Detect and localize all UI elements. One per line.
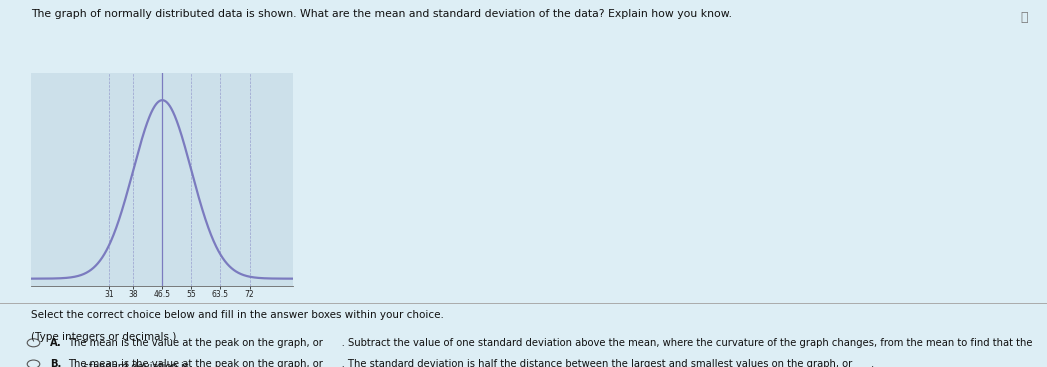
Text: The mean is the value at the peak on the graph, or      . Subtract the value of : The mean is the value at the peak on the… — [68, 338, 1032, 348]
Text: ⓘ: ⓘ — [1021, 11, 1028, 24]
Text: (Type integers or decimals.): (Type integers or decimals.) — [31, 332, 177, 342]
Text: B.: B. — [50, 359, 62, 367]
Text: The mean is the value at the peak on the graph, or      . The standard deviation: The mean is the value at the peak on the… — [68, 359, 874, 367]
Text: The graph of normally distributed data is shown. What are the mean and standard : The graph of normally distributed data i… — [31, 9, 733, 19]
Text: Select the correct choice below and fill in the answer boxes within your choice.: Select the correct choice below and fill… — [31, 310, 444, 320]
Text: A.: A. — [50, 338, 62, 348]
Text: standard deviation is      .: standard deviation is . — [68, 362, 211, 367]
